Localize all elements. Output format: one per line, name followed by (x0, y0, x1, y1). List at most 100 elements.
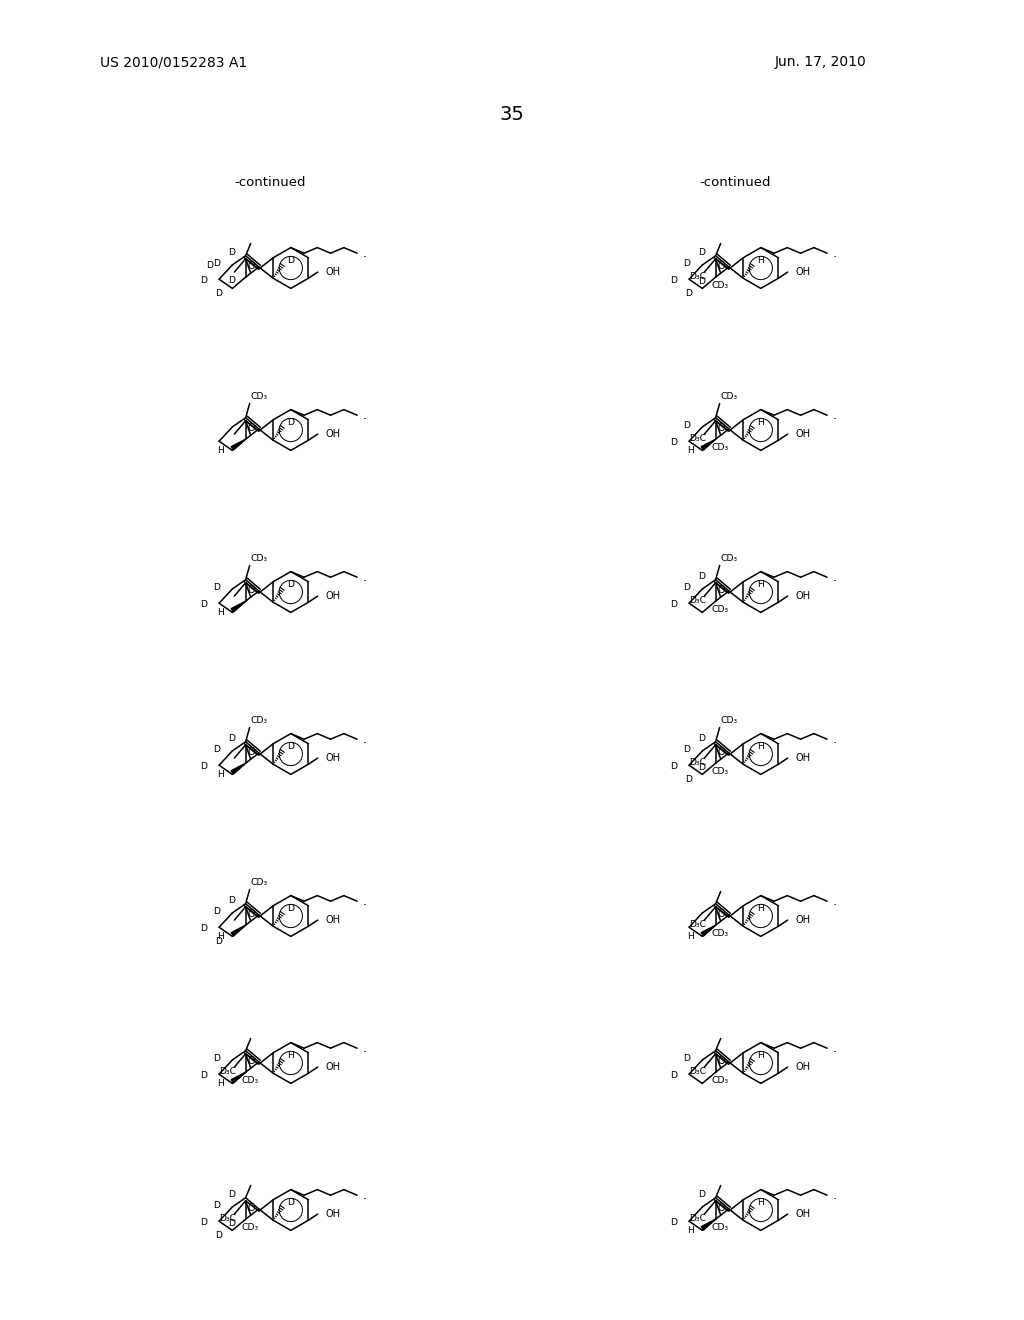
Text: D: D (698, 248, 706, 257)
Polygon shape (701, 925, 716, 936)
Text: OH: OH (796, 915, 811, 925)
Text: D: D (213, 583, 220, 593)
Text: D: D (228, 1218, 236, 1228)
Text: CD₃: CD₃ (251, 554, 268, 562)
Text: CD₃: CD₃ (241, 1222, 258, 1232)
Text: O: O (718, 1056, 725, 1067)
Text: D: D (200, 924, 207, 933)
Text: CD₃: CD₃ (711, 767, 728, 776)
Text: .: . (362, 409, 367, 421)
Text: D: D (698, 277, 706, 285)
Text: D: D (670, 438, 677, 446)
Text: O: O (718, 747, 725, 756)
Text: O: O (248, 585, 255, 595)
Text: D₃C: D₃C (689, 920, 706, 929)
Text: CD₃: CD₃ (711, 929, 728, 937)
Text: CD₃: CD₃ (241, 1076, 258, 1085)
Text: .: . (833, 247, 837, 260)
Text: D: D (200, 599, 207, 609)
Text: D₃C: D₃C (219, 1213, 236, 1222)
Text: O: O (248, 1056, 255, 1067)
Text: H: H (757, 742, 764, 751)
Text: OH: OH (326, 591, 341, 601)
Polygon shape (701, 1220, 716, 1230)
Text: D: D (287, 1199, 294, 1208)
Polygon shape (231, 440, 246, 450)
Text: D: D (683, 421, 690, 430)
Text: D: D (213, 1201, 220, 1210)
Text: D: D (683, 1055, 690, 1064)
Text: OH: OH (326, 429, 341, 440)
Text: D: D (200, 1218, 207, 1226)
Text: D₃C: D₃C (689, 1213, 706, 1222)
Polygon shape (701, 440, 716, 450)
Text: O: O (718, 261, 725, 271)
Text: D: D (683, 746, 690, 755)
Text: D: D (213, 746, 220, 755)
Text: O: O (248, 1203, 255, 1213)
Polygon shape (231, 601, 246, 612)
Text: OH: OH (796, 754, 811, 763)
Text: .: . (362, 895, 367, 908)
Text: D: D (685, 289, 692, 298)
Text: CD₃: CD₃ (721, 392, 738, 401)
Text: CD₃: CD₃ (711, 1222, 728, 1232)
Text: D: D (287, 581, 294, 589)
Text: H: H (757, 1051, 764, 1060)
Text: CD₃: CD₃ (251, 878, 268, 887)
Text: O: O (718, 422, 725, 433)
Text: D: D (287, 418, 294, 428)
Text: OH: OH (796, 429, 811, 440)
Text: O: O (718, 1203, 725, 1213)
Text: H: H (287, 1051, 294, 1060)
Text: OH: OH (796, 1209, 811, 1220)
Text: O: O (248, 909, 255, 919)
Text: CD₃: CD₃ (721, 554, 738, 562)
Text: .: . (833, 895, 837, 908)
Text: D: D (287, 742, 294, 751)
Text: CD₃: CD₃ (721, 715, 738, 725)
Text: D: D (213, 260, 220, 268)
Text: US 2010/0152283 A1: US 2010/0152283 A1 (100, 55, 247, 69)
Text: H: H (757, 256, 764, 265)
Text: Jun. 17, 2010: Jun. 17, 2010 (775, 55, 866, 69)
Text: D: D (228, 248, 236, 257)
Text: .: . (362, 733, 367, 746)
Text: D: D (670, 1218, 677, 1226)
Text: .: . (833, 409, 837, 421)
Text: D: D (698, 1191, 706, 1199)
Text: .: . (362, 247, 367, 260)
Text: OH: OH (796, 591, 811, 601)
Text: CD₃: CD₃ (711, 281, 728, 290)
Text: O: O (248, 747, 255, 756)
Text: D: D (215, 1232, 222, 1239)
Text: H: H (757, 418, 764, 428)
Text: D: D (200, 1071, 207, 1080)
Text: D: D (670, 599, 677, 609)
Text: D₃C: D₃C (689, 595, 706, 605)
Text: .: . (362, 1189, 367, 1201)
Text: CD₃: CD₃ (251, 392, 268, 401)
Text: H: H (217, 1078, 224, 1088)
Text: .: . (362, 570, 367, 583)
Text: D₃C: D₃C (689, 434, 706, 442)
Text: D: D (683, 583, 690, 593)
Text: D: D (206, 261, 213, 271)
Text: .: . (833, 570, 837, 583)
Polygon shape (231, 1072, 246, 1082)
Text: H: H (757, 1199, 764, 1208)
Text: H: H (757, 581, 764, 589)
Text: OH: OH (326, 754, 341, 763)
Text: D: D (685, 775, 692, 784)
Text: H: H (217, 770, 224, 779)
Text: D₃C: D₃C (689, 1067, 706, 1076)
Text: D: D (287, 904, 294, 913)
Text: H: H (687, 446, 694, 455)
Polygon shape (231, 763, 246, 774)
Text: D: D (228, 734, 236, 743)
Text: -continued: -continued (234, 177, 306, 190)
Text: OH: OH (326, 915, 341, 925)
Text: CD₃: CD₃ (711, 442, 728, 451)
Text: O: O (248, 261, 255, 271)
Text: H: H (217, 932, 224, 941)
